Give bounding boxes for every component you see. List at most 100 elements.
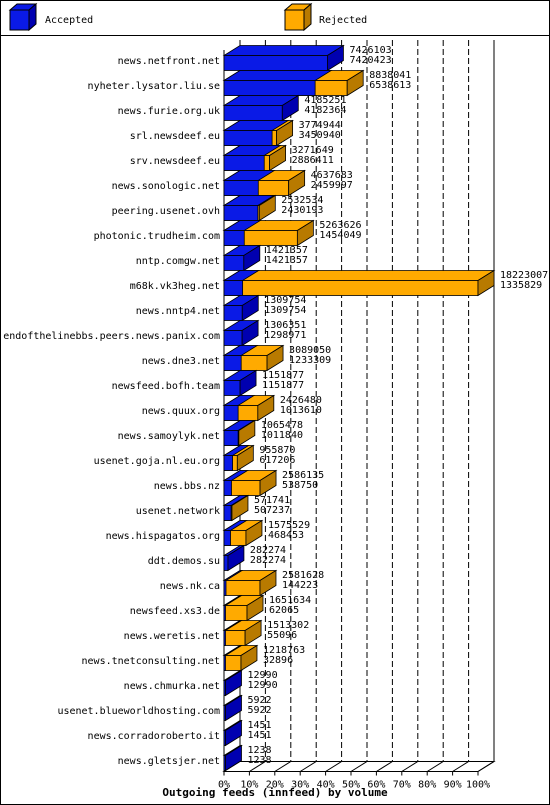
bar-accepted xyxy=(223,455,234,471)
bar-accepted xyxy=(223,130,273,146)
category-label: news.netfront.net xyxy=(118,56,220,67)
category-label: endofthelinebbs.peers.news.panix.com xyxy=(3,331,220,342)
category-label: news.sonologic.net xyxy=(112,181,220,192)
x-tick-label: 10% xyxy=(240,780,258,791)
gridline-floor xyxy=(274,761,292,772)
bar-accepted xyxy=(223,480,232,496)
bar-rejected-side xyxy=(259,469,277,497)
value-total: 18223007 xyxy=(500,270,548,281)
bar-rejected-side xyxy=(266,344,284,372)
bar-rejected-side xyxy=(296,219,314,247)
bar-accepted xyxy=(223,305,243,321)
x-tick-label: 90% xyxy=(444,780,462,791)
bar-accepted-side xyxy=(239,369,257,397)
bar-accepted-top xyxy=(222,70,333,81)
value-total: 2532534 xyxy=(281,195,323,206)
value-total: 4637683 xyxy=(311,170,353,181)
value-total: 1513302 xyxy=(267,620,309,631)
legend-accepted-box-front xyxy=(9,9,30,31)
category-label: usenet.blueworldhosting.com xyxy=(57,706,220,717)
bar-rejected-side xyxy=(240,644,258,672)
category-label: nyheter.lysator.liu.se xyxy=(88,81,220,92)
gridline-floor xyxy=(452,761,469,772)
legend-accepted-label: Accepted xyxy=(45,15,93,26)
x-tick-label: 30% xyxy=(291,780,309,791)
category-label: nntp.comgw.net xyxy=(136,256,220,267)
category-label: photonic.trudheim.com xyxy=(94,231,220,242)
chart-title: Outgoing feeds (innfeed) by volume xyxy=(162,786,388,799)
x-tick-label: 0% xyxy=(218,780,230,791)
bar-accepted xyxy=(223,280,244,296)
value-total: 1218763 xyxy=(263,645,305,656)
gridline-floor xyxy=(249,761,266,772)
value-total: 7426103 xyxy=(350,45,392,56)
value-total: 1238 xyxy=(248,745,272,756)
value-accepted: 2430193 xyxy=(281,205,323,216)
value-total: 955870 xyxy=(259,445,295,456)
bar-rejected-side xyxy=(269,144,287,172)
bar-accepted xyxy=(223,380,241,396)
value-accepted: 6538613 xyxy=(369,80,411,91)
category-label: ddt.demos.su xyxy=(148,556,220,567)
bar-accepted xyxy=(223,180,259,196)
category-label: m68k.vk3heg.net xyxy=(130,281,220,292)
x-tick-label: 60% xyxy=(367,780,385,791)
category-label: usenet.goja.nl.eu.org xyxy=(94,456,220,467)
bar-accepted xyxy=(223,530,231,546)
bar-rejected-side xyxy=(288,169,306,197)
value-accepted: 1011840 xyxy=(261,430,303,441)
bar-rejected xyxy=(223,655,242,671)
value-accepted: 1335829 xyxy=(500,280,542,291)
value-total: 1451 xyxy=(248,720,272,731)
category-label: news.tnetconsulting.net xyxy=(82,656,220,667)
bar-rejected-side xyxy=(231,494,249,522)
bar-rejected xyxy=(223,580,261,596)
bar-rejected-side xyxy=(244,619,262,647)
bar-accepted-side xyxy=(225,744,242,772)
bar-rejected-side xyxy=(346,69,364,97)
value-accepted: 1298971 xyxy=(264,330,306,341)
gridline-floor xyxy=(325,761,342,772)
category-label: srv.newsdeef.eu xyxy=(130,156,220,167)
category-label: news.samoylyk.net xyxy=(118,431,220,442)
x-tick-label: 20% xyxy=(266,780,284,791)
value-total: 1309754 xyxy=(264,295,306,306)
value-total: 1651634 xyxy=(269,595,311,606)
bar-rejected-side xyxy=(276,119,294,147)
bar-accepted xyxy=(223,205,259,221)
gridline-floor xyxy=(477,761,495,772)
legend-accepted: Accepted xyxy=(8,2,93,32)
value-accepted: 4182364 xyxy=(304,105,346,116)
gridline-floor xyxy=(350,761,368,772)
value-total: 8838041 xyxy=(369,70,411,81)
value-accepted: 55096 xyxy=(267,630,297,641)
gridline-floor xyxy=(299,761,317,772)
bar-rejected-side xyxy=(477,269,495,297)
value-total: 1151877 xyxy=(262,370,304,381)
value-accepted: 2886411 xyxy=(292,155,334,166)
bar-rejected xyxy=(223,605,248,621)
bar-accepted xyxy=(223,555,229,571)
category-label: newsfeed.xs3.de xyxy=(130,606,220,617)
bar-accepted xyxy=(223,155,265,171)
value-accepted: 3450940 xyxy=(299,130,341,141)
x-axis: 0% 10% 20% 30% 40% 50% 60% 70% 80% 90% 100% xyxy=(218,771,490,791)
value-accepted: 1451 xyxy=(248,730,272,741)
category-label: news.nntp4.net xyxy=(136,306,220,317)
legend-rejected: Rejected xyxy=(283,2,367,32)
